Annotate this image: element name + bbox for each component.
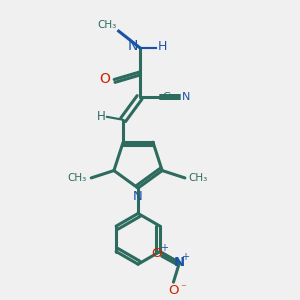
Text: O: O [168, 284, 179, 297]
Text: H: H [158, 40, 167, 52]
Text: CH₃: CH₃ [188, 173, 207, 183]
Text: N: N [133, 190, 143, 202]
Text: O: O [151, 247, 161, 260]
Text: CH₃: CH₃ [68, 173, 87, 183]
Text: H: H [97, 110, 105, 123]
Text: ⁻: ⁻ [180, 284, 186, 294]
Text: N: N [128, 39, 138, 53]
Text: C: C [162, 92, 170, 102]
Text: +: + [160, 243, 169, 254]
Text: O: O [100, 73, 111, 86]
Text: N: N [174, 256, 185, 269]
Text: N: N [182, 92, 190, 102]
Text: CH₃: CH₃ [97, 20, 116, 30]
Text: +: + [182, 252, 189, 262]
